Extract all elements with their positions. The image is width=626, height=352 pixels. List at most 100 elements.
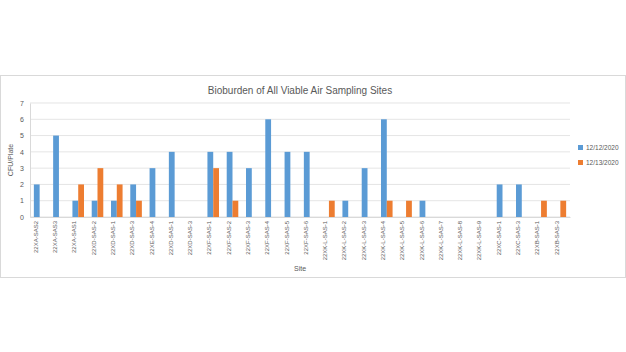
grid bbox=[30, 103, 570, 217]
legend-item: 12/12/2020 bbox=[578, 144, 619, 151]
bar bbox=[387, 201, 393, 217]
y-tick: 1 bbox=[20, 197, 30, 204]
x-tick-label: 22XK-L-SAS-5 bbox=[399, 220, 405, 260]
x-tick-label: 22XF-SAS-5 bbox=[284, 220, 290, 254]
bar bbox=[175, 217, 181, 218]
y-tick-label: 1 bbox=[20, 197, 24, 204]
y-tick: 0 bbox=[20, 214, 30, 221]
bar bbox=[516, 184, 522, 217]
bar bbox=[150, 168, 156, 217]
x-tick: 22XF-SAS-5 bbox=[284, 217, 291, 255]
x-tick-label: 22XB-SAS-1 bbox=[534, 220, 540, 255]
x-tick: 22XK-L-SAS-9 bbox=[476, 217, 483, 260]
legend-label: 12/12/2020 bbox=[586, 144, 619, 151]
x-tick: 22XD-SAS-1 bbox=[110, 217, 117, 255]
x-axis: 22XA-SAS2 22XA-SAS3 22XA-SAS1 22XD-SAS-2 22X… bbox=[31, 217, 571, 260]
x-tick-label: 22XK-L-SAS-1 bbox=[322, 220, 328, 260]
x-tick: 22XA-SAS3 bbox=[52, 217, 59, 253]
bar bbox=[464, 217, 470, 218]
bar bbox=[290, 217, 296, 218]
bar bbox=[522, 217, 528, 218]
x-tick-label: 22XK-L-SAS-6 bbox=[419, 220, 425, 260]
bar bbox=[271, 217, 277, 218]
bar bbox=[497, 184, 503, 217]
x-tick-label: 22XK-L-SAS-9 bbox=[476, 220, 482, 260]
x-tick-label: 22XB-SAS-3 bbox=[554, 220, 560, 255]
y-tick: 3 bbox=[20, 165, 30, 172]
x-tick-label: 22XD-SAS-1 bbox=[168, 220, 174, 255]
x-tick: 22XB-SAS-3 bbox=[554, 217, 561, 255]
bar bbox=[535, 217, 541, 218]
x-tick-label: 22XC-SAS-3 bbox=[515, 220, 521, 255]
bar bbox=[194, 217, 200, 218]
x-tick: 22XD-SAS-3 bbox=[187, 217, 194, 255]
legend: 12/12/2020 12/13/2020 bbox=[578, 144, 619, 166]
bar bbox=[310, 217, 316, 218]
x-tick-label: 22XK-L-SAS-2 bbox=[341, 220, 347, 260]
x-tick-label: 22XK-L-SAS-8 bbox=[457, 220, 463, 260]
bar bbox=[560, 201, 566, 217]
x-tick: 22XK-L-SAS-3 bbox=[361, 217, 368, 260]
x-tick-label: 22XF-SAS-6 bbox=[303, 220, 309, 254]
bar bbox=[117, 184, 123, 217]
bar bbox=[227, 152, 233, 217]
bar bbox=[555, 217, 561, 218]
y-tick-label: 5 bbox=[20, 132, 24, 139]
x-tick-label: 22XF-SAS-4 bbox=[264, 220, 270, 254]
plot: 0123456722XA-SAS222XA-SAS322XA-SAS122XD-… bbox=[20, 100, 570, 261]
bar bbox=[213, 168, 219, 217]
y-tick: 4 bbox=[20, 149, 30, 156]
x-tick: 22XF-SAS-4 bbox=[264, 217, 271, 255]
x-tick-label: 22XF-SAS-3 bbox=[245, 220, 251, 254]
y-axis-line bbox=[30, 104, 31, 218]
y-tick: 2 bbox=[20, 181, 30, 188]
series-bars bbox=[78, 168, 566, 217]
bar bbox=[265, 119, 271, 217]
bar bbox=[439, 217, 445, 218]
bar bbox=[420, 201, 426, 217]
x-tick: 22XA-SAS2 bbox=[33, 217, 40, 253]
bar bbox=[78, 184, 84, 217]
x-tick-label: 22XA-SAS2 bbox=[33, 220, 39, 253]
bar bbox=[381, 119, 387, 217]
x-tick-label: 22XD-SAS-1 bbox=[110, 220, 116, 255]
bar bbox=[348, 217, 354, 218]
bar bbox=[368, 217, 374, 218]
bar bbox=[207, 152, 213, 217]
bar bbox=[483, 217, 489, 218]
x-tick: 22XK-L-SAS-5 bbox=[399, 217, 406, 260]
bar bbox=[342, 201, 348, 217]
grid-line bbox=[30, 119, 570, 120]
bar bbox=[233, 201, 239, 217]
x-tick: 22XA-SAS1 bbox=[71, 217, 78, 253]
bar bbox=[362, 168, 368, 217]
bars bbox=[34, 119, 566, 217]
legend-item: 12/13/2020 bbox=[578, 159, 619, 166]
y-tick-label: 2 bbox=[20, 181, 24, 188]
x-tick: 22XK-L-SAS-6 bbox=[419, 217, 426, 260]
title: Bioburden of All Viable Air Sampling Sit… bbox=[208, 85, 392, 96]
grid-line bbox=[30, 168, 570, 169]
x-tick: 22XF-SAS-3 bbox=[245, 217, 252, 255]
x-tick-label: 22XA-SAS3 bbox=[52, 220, 58, 253]
x-tick-label: 22XF-SAS-1 bbox=[206, 220, 212, 254]
x-tick: 22XK-L-SAS-1 bbox=[322, 217, 329, 260]
series-bars bbox=[34, 119, 522, 217]
grid-line bbox=[30, 184, 570, 185]
x-tick: 22XD-SAS-1 bbox=[168, 217, 175, 255]
x-tick-label: 22XE-SAS-4 bbox=[149, 220, 155, 255]
x-tick: 22XD-SAS-2 bbox=[91, 217, 98, 255]
legend-swatch bbox=[578, 145, 583, 150]
y-tick-label: 6 bbox=[20, 116, 24, 123]
x-tick: 22XK-L-SAS-4 bbox=[380, 217, 387, 260]
bar bbox=[130, 184, 136, 217]
x-tick: 22XF-SAS-2 bbox=[226, 217, 233, 255]
x-tick: 22XD-SAS-3 bbox=[129, 217, 136, 255]
y-axis: 01234567 bbox=[20, 100, 30, 221]
bar bbox=[425, 217, 431, 218]
x-tick: 22XF-SAS-1 bbox=[206, 217, 213, 255]
y-tick: 5 bbox=[20, 132, 30, 139]
bar bbox=[477, 217, 483, 218]
bar bbox=[445, 217, 451, 218]
bar bbox=[285, 152, 291, 217]
